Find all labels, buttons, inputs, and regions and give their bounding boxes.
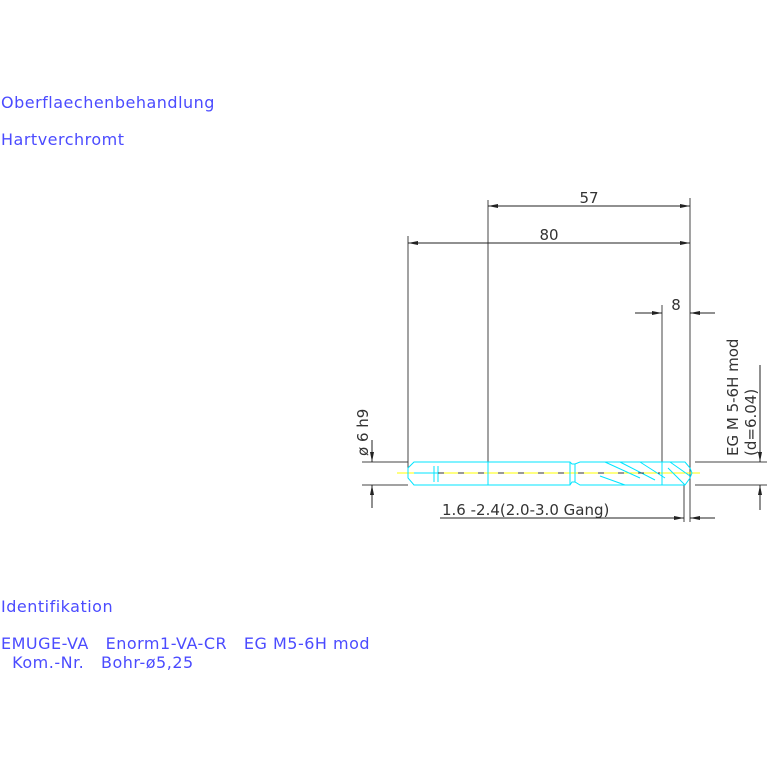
dim-thread-text: EG M 5-6H mod — [724, 339, 742, 456]
identification-line2: Kom.-Nr. Bohr-ø5,25 — [1, 653, 194, 672]
dim-shank-text: ø 6 h9 — [354, 409, 372, 456]
identification-line1: EMUGE-VA Enorm1-VA-CR EG M5-6H mod — [1, 634, 371, 653]
dim-chamfer-text: 1.6 -2.4(2.0-3.0 Gang) — [442, 501, 609, 519]
dimension-lines — [370, 204, 762, 520]
surface-treatment-label: Oberflaechenbehandlung — [1, 93, 215, 112]
identification-label: Identifikation — [1, 597, 114, 616]
surface-treatment-value: Hartverchromt — [1, 130, 125, 149]
dim-thread-d-text: (d=6.04) — [742, 389, 760, 456]
dim-80-text: 80 — [539, 226, 558, 244]
tap-tool-outline — [407, 461, 693, 486]
dim-8-text: 8 — [671, 296, 681, 314]
dim-57-text: 57 — [579, 189, 598, 207]
